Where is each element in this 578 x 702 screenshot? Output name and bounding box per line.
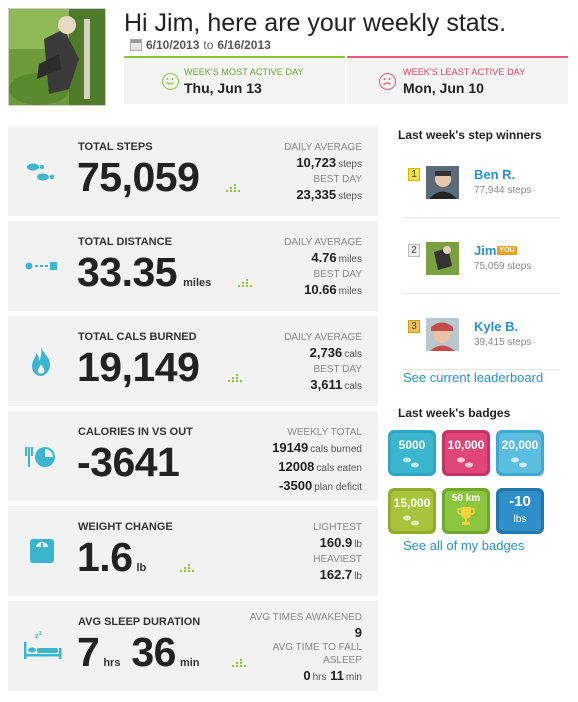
winner-steps: 75,059 steps [474,261,532,272]
least-active-day: WEEK'S LEAST ACTIVE DAY Mon, Jun 10 [347,56,568,104]
winners-title: Last week's step winners [398,128,542,142]
card-title: TOTAL STEPS [78,141,153,153]
badges-title: Last week's badges [398,406,511,420]
avatar [426,166,459,199]
plate-icon [24,439,58,473]
mini-chart-icon [232,659,248,667]
weight-change-value: 1.6 [77,534,133,580]
bed-icon: z z [24,629,62,663]
calendar-icon [130,39,142,51]
rank-badge: 3 [408,320,420,333]
page-title: Hi Jim, here are your weekly stats. [124,9,507,37]
date-separator: to [203,38,214,52]
steps-5000-badge[interactable]: 5000 [388,430,436,476]
rank-badge: 1 [408,168,420,181]
avatar [426,242,459,275]
winner-steps: 39,415 steps [474,337,532,348]
weight-card[interactable]: WEIGHT CHANGE 1.6 lb LIGHTEST 160.9 lb HEA… [8,506,378,596]
rank-badge: 2 [408,244,420,257]
most-active-label: WEEK'S MOST ACTIVE DAY [184,67,304,77]
total-cals-value: 19,149 [77,344,200,390]
date-end: 6/16/2013 [217,38,271,52]
active-days-panel: WEEK'S MOST ACTIVE DAY Thu, Jun 13 WEEK'… [124,56,568,104]
date-range: 6/10/2013 to 6/16/2013 [130,38,271,52]
leaderboard-link[interactable]: See current leaderboard [403,370,544,385]
badges-link[interactable]: See all of my badges [403,538,525,553]
winner-name[interactable]: Kyle B. [474,319,519,334]
mini-chart-icon [238,279,254,287]
scale-icon [24,534,58,568]
svg-text:z: z [35,633,39,640]
least-active-label: WEEK'S LEAST ACTIVE DAY [403,67,526,77]
smiley-face-icon [162,73,179,90]
avatar [426,318,459,351]
most-active-value: Thu, Jun 13 [184,80,262,96]
calories-net-value: -3641 [77,439,180,485]
total-distance-value: 33.35 [77,249,178,295]
total-steps-value: 75,059 [77,154,200,200]
mini-chart-icon [226,184,242,192]
trophy-icon [457,507,475,525]
sad-face-icon [379,73,396,90]
steps-card[interactable]: TOTAL STEPS 75,059 DAILY AVERAGE 10,723 s… [8,126,378,216]
winner-name[interactable]: Ben R. [474,167,516,182]
steps-15000-badge[interactable]: 15,000 [388,488,436,534]
footsteps-icon [24,154,58,188]
winner-item[interactable]: 3 Kyle B. 39,415 steps [404,310,560,370]
winner-item[interactable]: 1 Ben R. 77,944 steps [404,158,560,218]
calories-in-out-card[interactable]: CALORIES IN VS OUT -3641 WEEKLY TOTAL 19… [8,411,378,501]
steps-10000-badge[interactable]: 10,000 [442,430,490,476]
distance-icon [24,249,58,283]
winner-name[interactable]: Jim [474,243,497,258]
user-avatar [8,8,106,106]
you-badge: YOU [497,246,517,255]
sleep-minutes-value: 36 [131,629,176,675]
svg-text:z: z [39,631,42,637]
sleep-hours-value: 7 [77,629,100,675]
distance-card[interactable]: TOTAL DISTANCE 33.35 miles DAILY AVERAGE … [8,221,378,311]
sleep-card[interactable]: z z AVG SLEEP DURATION 7 hrs 36 min AVG TI… [8,601,378,691]
flame-icon [24,344,58,378]
steps-20000-badge[interactable]: 20,000 [496,430,544,476]
weight-loss-badge[interactable]: -10 lbs [496,488,544,534]
mini-chart-icon [228,374,244,382]
winner-steps: 77,944 steps [474,185,532,196]
least-active-value: Mon, Jun 10 [403,80,484,96]
mini-chart-icon [180,564,196,572]
calories-card[interactable]: TOTAL CALS BURNED 19,149 DAILY AVERAGE 2… [8,316,378,406]
distance-50km-badge[interactable]: 50 km [442,488,490,534]
stats-list: TOTAL STEPS 75,059 DAILY AVERAGE 10,723 s… [8,126,378,696]
most-active-day: WEEK'S MOST ACTIVE DAY Thu, Jun 13 [124,56,345,104]
date-start: 6/10/2013 [146,38,200,52]
winner-item[interactable]: 2 Jim YOU 75,059 steps [404,234,560,294]
